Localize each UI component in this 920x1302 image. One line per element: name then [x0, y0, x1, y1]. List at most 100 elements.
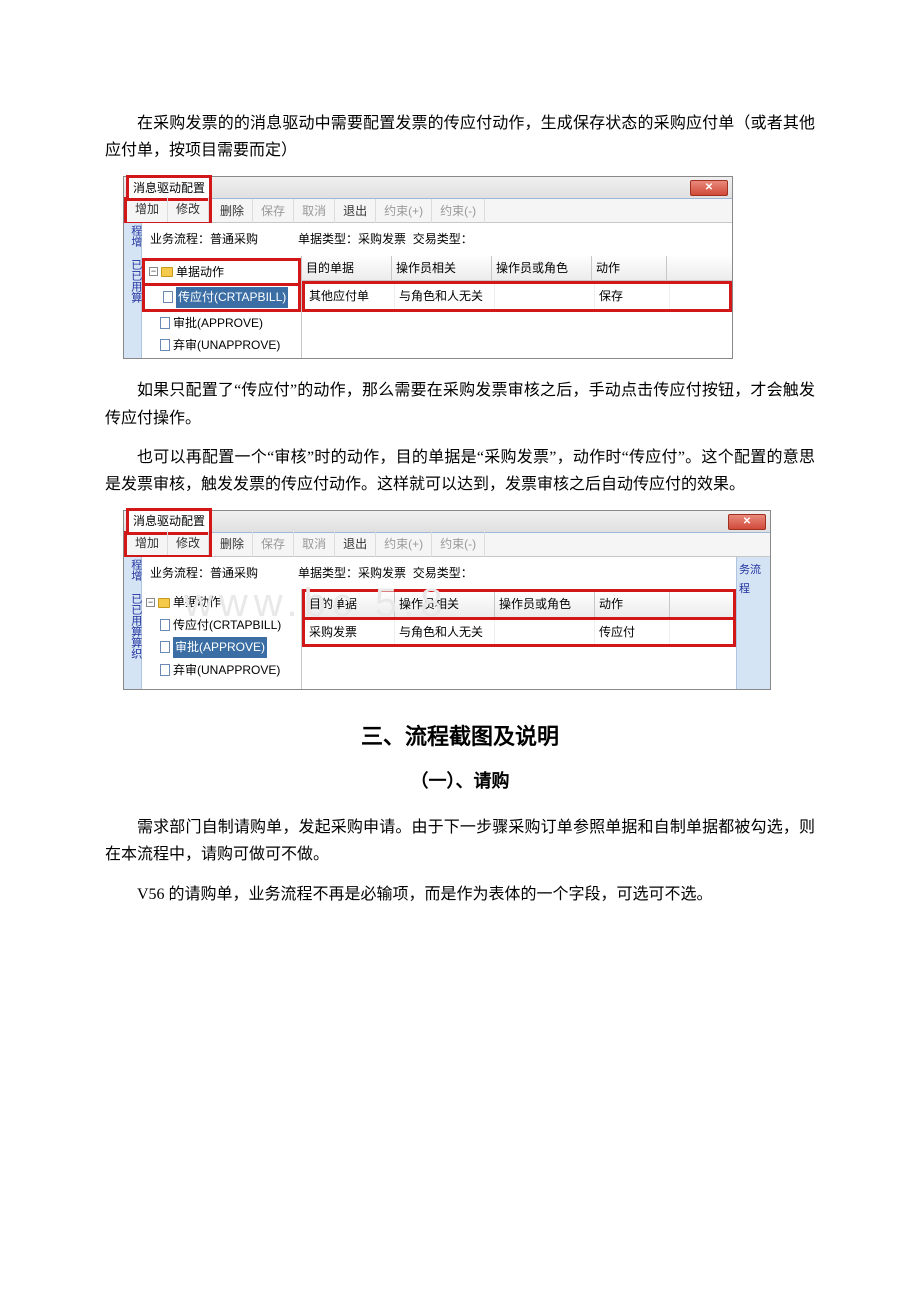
- paragraph-1: 在采购发票的的消息驱动中需要配置发票的传应付动作，生成保存状态的采购应付单（或者…: [105, 110, 815, 164]
- info-row: 业务流程：普通采购 单据类型：采购发票 交易类型：: [142, 557, 736, 589]
- tree-item-unapprove[interactable]: 弃审(UNAPPROVE): [142, 334, 301, 356]
- folder-icon: [158, 598, 170, 608]
- flow-label: 业务流程：: [150, 232, 210, 246]
- flow-value: 普通采购: [210, 232, 258, 246]
- tree-root[interactable]: − 单据动作: [142, 591, 301, 613]
- tree-item-crtap[interactable]: 传应付(CRTAPBILL): [142, 614, 301, 636]
- add-button[interactable]: 增加: [127, 197, 168, 221]
- toolbar: 增加 修改 删除 保存 取消 退出 约束(+) 约束(-): [124, 533, 770, 557]
- doc-icon: [160, 619, 170, 631]
- trade-label: 交易类型：: [413, 566, 473, 580]
- info-row: 业务流程：普通采购 单据类型：采购发票 交易类型：: [142, 223, 732, 255]
- cell-action: 保存: [595, 284, 670, 308]
- tree-pane: − 单据动作 传应付(CRTAPBILL) 审批(APPROVE): [142, 256, 302, 359]
- tree-item-approve[interactable]: 审批(APPROVE): [142, 312, 301, 334]
- tree-item-unapprove[interactable]: 弃审(UNAPPROVE): [142, 659, 301, 681]
- cell-action: 传应付: [595, 620, 670, 644]
- save-button[interactable]: 保存: [253, 532, 294, 556]
- col-action: 动作: [595, 592, 670, 616]
- grid-row[interactable]: 其他应付单 与角色和人无关 保存: [302, 281, 732, 311]
- col-target-bill: 目的单据: [305, 592, 395, 616]
- exit-button[interactable]: 退出: [335, 532, 376, 556]
- grid-row[interactable]: 采购发票 与角色和人无关 传应付: [302, 617, 736, 647]
- tree-root-label: 单据动作: [176, 262, 224, 282]
- edit-button[interactable]: 修改: [168, 197, 209, 221]
- highlighted-row: 采购发票 与角色和人无关 传应付: [302, 617, 736, 647]
- dialog-1: 消息驱动配置 ✕ 增加 修改 删除 保存 取消 退出 约束(+) 约束(-) 程…: [123, 176, 733, 359]
- cell-operator-role: [495, 284, 595, 308]
- screenshot-2: www.bc 5.8 消息驱动配置 ✕ 增加 修改 删除 保存 取消 退出 约束…: [123, 510, 815, 690]
- cell-operator-rel: 与角色和人无关: [395, 620, 495, 644]
- bill-label: 单据类型：: [298, 566, 358, 580]
- delete-button[interactable]: 删除: [212, 199, 253, 223]
- subsection-heading-1: （一）、请购: [105, 766, 815, 797]
- col-operator-role: 操作员或角色: [492, 256, 592, 280]
- flow-label: 业务流程：: [150, 566, 210, 580]
- tree-item-crtap[interactable]: 传应付(CRTAPBILL): [142, 286, 301, 311]
- highlighted-row: 其他应付单 与角色和人无关 保存: [302, 281, 732, 311]
- expander-icon[interactable]: −: [149, 267, 158, 276]
- toolbar: 增加 修改 删除 保存 取消 退出 约束(+) 约束(-): [124, 199, 732, 223]
- titlebar: 消息驱动配置 ✕: [124, 177, 732, 199]
- grid-pane: 目的单据 操作员相关 操作员或角色 动作 其他应付单 与角色和人无关: [302, 256, 732, 359]
- cancel-button[interactable]: 取消: [294, 199, 335, 223]
- doc-icon: [163, 291, 173, 303]
- paragraph-2: 如果只配置了“传应付”的动作，那么需要在采购发票审核之后，手动点击传应付按钮，才…: [105, 377, 815, 431]
- paragraph-4: 需求部门自制请购单，发起采购申请。由于下一步骤采购订单参照单据和自制单据都被勾选…: [105, 814, 815, 868]
- col-operator-rel: 操作员相关: [392, 256, 492, 280]
- paragraph-5: V56 的请购单，业务流程不再是必输项，而是作为表体的一个字段，可选可不选。: [105, 881, 815, 908]
- grid-pane: 目的单据 操作员相关 操作员或角色 动作 采购发票 与角色和人无关: [302, 589, 736, 689]
- close-button[interactable]: ✕: [690, 180, 728, 196]
- side-strip-text: 程增 已已用算: [126, 225, 145, 303]
- constraint-minus-button[interactable]: 约束(-): [432, 199, 485, 223]
- edit-button[interactable]: 修改: [168, 531, 209, 555]
- col-action: 动作: [592, 256, 667, 280]
- tree-item-approve-label: 审批(APPROVE): [173, 637, 267, 657]
- add-edit-highlight: 增加 修改: [124, 197, 212, 224]
- constraint-plus-button[interactable]: 约束(+): [376, 199, 432, 223]
- grid-header: 目的单据 操作员相关 操作员或角色 动作: [302, 589, 736, 616]
- bill-value: 采购发票: [358, 232, 406, 246]
- add-edit-highlight: 增加 修改: [124, 531, 212, 558]
- constraint-plus-button[interactable]: 约束(+): [376, 532, 432, 556]
- tree-item-approve-label: 审批(APPROVE): [173, 313, 263, 333]
- trade-label: 交易类型：: [413, 232, 473, 246]
- cell-target-bill: 采购发票: [305, 620, 395, 644]
- dialog-2: www.bc 5.8 消息驱动配置 ✕ 增加 修改 删除 保存 取消 退出 约束…: [123, 510, 771, 690]
- doc-icon: [160, 317, 170, 329]
- side-strip-text: 程增 已已用算算织: [126, 559, 145, 659]
- bill-label: 单据类型：: [298, 232, 358, 246]
- delete-button[interactable]: 删除: [212, 532, 253, 556]
- save-button[interactable]: 保存: [253, 199, 294, 223]
- exit-button[interactable]: 退出: [335, 199, 376, 223]
- col-operator-rel: 操作员相关: [395, 592, 495, 616]
- doc-icon: [160, 641, 170, 653]
- left-side-strip: 程增 已已用算算织: [124, 557, 142, 689]
- flow-value: 普通采购: [210, 566, 258, 580]
- doc-icon: [160, 664, 170, 676]
- doc-icon: [160, 339, 170, 351]
- right-strip-text: 务流程: [739, 564, 761, 595]
- tree-item-unapprove-label: 弃审(UNAPPROVE): [173, 335, 280, 355]
- tree-pane: − 单据动作 传应付(CRTAPBILL) 审批(APPROVE): [142, 589, 302, 689]
- tree-item-approve[interactable]: 审批(APPROVE): [142, 636, 301, 658]
- cell-target-bill: 其他应付单: [305, 284, 395, 308]
- section-heading-3: 三、流程截图及说明: [105, 718, 815, 755]
- bill-value: 采购发票: [358, 566, 406, 580]
- screenshot-1: 消息驱动配置 ✕ 增加 修改 删除 保存 取消 退出 约束(+) 约束(-) 程…: [123, 176, 815, 359]
- expander-icon[interactable]: −: [146, 598, 155, 607]
- left-side-strip: 程增 已已用算: [124, 223, 142, 358]
- close-button[interactable]: ✕: [728, 514, 766, 530]
- titlebar: 消息驱动配置 ✕: [124, 511, 770, 533]
- tree-item-unapprove-label: 弃审(UNAPPROVE): [173, 660, 280, 680]
- cell-operator-rel: 与角色和人无关: [395, 284, 495, 308]
- tree-root[interactable]: − 单据动作: [142, 258, 301, 286]
- paragraph-3: 也可以再配置一个“审核”时的动作，目的单据是“采购发票”，动作时“传应付”。这个…: [105, 444, 815, 498]
- tree-root-label: 单据动作: [173, 592, 221, 612]
- add-button[interactable]: 增加: [127, 531, 168, 555]
- right-side-strip: 务流程: [736, 557, 770, 689]
- constraint-minus-button[interactable]: 约束(-): [432, 532, 485, 556]
- tree-item-crtap-label: 传应付(CRTAPBILL): [173, 615, 281, 635]
- col-target-bill: 目的单据: [302, 256, 392, 280]
- cancel-button[interactable]: 取消: [294, 532, 335, 556]
